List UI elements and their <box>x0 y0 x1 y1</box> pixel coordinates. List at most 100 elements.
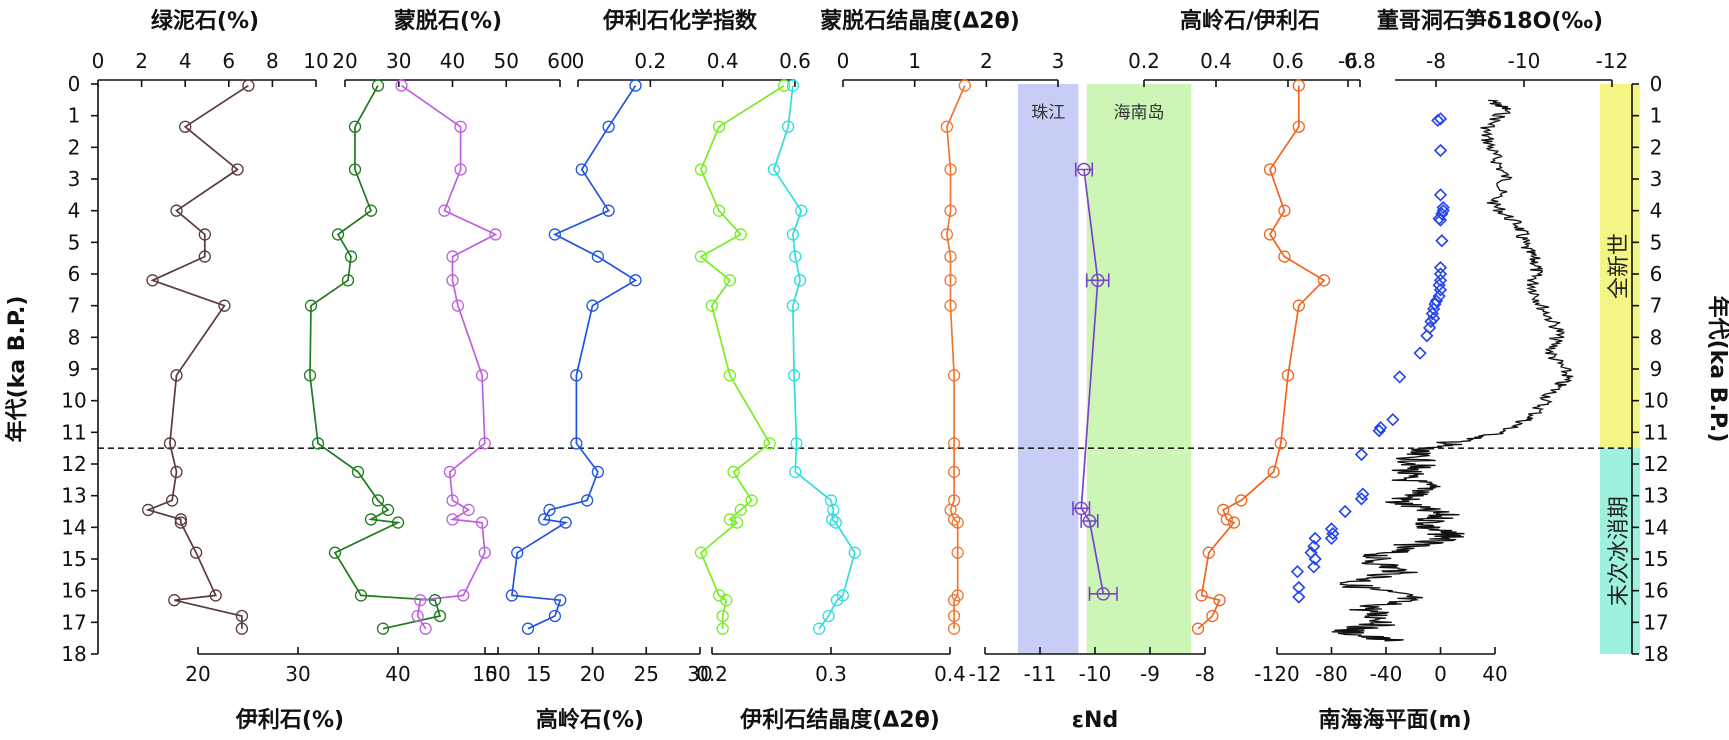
data-point <box>822 609 835 623</box>
x-tick-label: 60 <box>547 49 572 73</box>
data-point <box>694 163 708 176</box>
data-point <box>478 546 491 559</box>
data-point <box>763 437 776 450</box>
data-point <box>303 369 317 382</box>
age-axis-title-left: 年代(ka B.P.) <box>4 296 30 443</box>
x-tick-label: -12 <box>1596 49 1629 73</box>
age-tick-label: 3 <box>68 167 81 191</box>
x-tick-label: 0 <box>92 49 105 73</box>
x-tick-label: 2 <box>980 49 993 73</box>
x-tick-label: 15 <box>526 662 551 686</box>
x-tick-label: 20 <box>332 49 357 73</box>
data-point <box>947 622 961 635</box>
x-tick-label: 0.8 <box>1344 49 1376 73</box>
age-tick-label: 11 <box>61 420 86 444</box>
sea-level-point <box>1420 329 1434 343</box>
x-tick-label: 10 <box>472 662 497 686</box>
sea-level-point <box>1427 302 1441 316</box>
sea-level-point <box>1292 590 1306 604</box>
series-line <box>400 84 498 630</box>
x-tick-label: 0 <box>572 49 585 73</box>
data-point <box>947 594 961 607</box>
provenance-band <box>1018 84 1079 654</box>
sea-level-point <box>1435 207 1449 221</box>
series-line <box>1197 85 1326 630</box>
data-point <box>570 437 583 450</box>
data-point <box>730 516 744 529</box>
data-point <box>174 516 187 529</box>
data-point <box>354 589 368 602</box>
x-tick-label: 30 <box>386 49 411 73</box>
sea-level-point <box>1424 314 1438 329</box>
data-point <box>1213 594 1226 607</box>
age-tick-label: 7 <box>68 294 81 318</box>
data-point <box>951 516 964 529</box>
data-point <box>381 503 395 517</box>
data-point <box>446 494 459 507</box>
bottom-axis-title: εNd <box>1072 708 1118 733</box>
bottom-axis-title: 伊利石结晶度(Δ2θ) <box>739 707 940 733</box>
age-tick-label: 8 <box>1650 325 1663 349</box>
data-point <box>433 609 447 623</box>
data-point <box>591 250 605 263</box>
data-point <box>570 369 583 382</box>
top-axis-title: 蒙脱石(%) <box>394 9 502 34</box>
x-tick-label: 50 <box>494 49 519 73</box>
age-tick-label: 4 <box>68 199 81 223</box>
sea-level-point <box>1292 580 1306 595</box>
sea-level-point <box>1433 267 1448 281</box>
series-line <box>510 85 638 630</box>
sea-level-point <box>1326 527 1340 541</box>
data-point <box>341 274 355 287</box>
data-point <box>789 465 802 479</box>
data-point <box>826 513 839 526</box>
speleothem-line <box>1331 99 1574 642</box>
provenance-band-label: 珠江 <box>1031 103 1065 123</box>
data-point <box>1096 587 1110 601</box>
age-tick-label: 2 <box>1650 135 1663 159</box>
data-point <box>348 120 362 133</box>
sea-level-point <box>1356 487 1370 501</box>
data-point <box>827 503 840 517</box>
sea-level-point <box>1308 552 1322 566</box>
data-point <box>745 494 758 507</box>
sea-level-point <box>1354 492 1369 506</box>
data-point <box>1292 120 1305 133</box>
sea-level-point <box>1373 420 1388 435</box>
age-tick-label: 1 <box>68 104 81 128</box>
x-tick-label: 40 <box>385 662 410 686</box>
series-line <box>145 84 249 629</box>
data-point <box>548 228 562 241</box>
sea-level-point <box>1435 234 1449 248</box>
age-tick-label: 4 <box>1650 199 1663 223</box>
data-point <box>170 369 183 382</box>
data-point <box>443 465 456 479</box>
x-tick-label: 20 <box>185 662 210 686</box>
data-point <box>231 163 244 176</box>
data-point <box>829 516 842 529</box>
age-tick-label: 16 <box>1643 579 1668 603</box>
data-point <box>559 516 572 529</box>
data-point <box>1077 162 1091 177</box>
sea-level-point <box>1433 188 1448 202</box>
x-tick-label: -8 <box>1195 662 1215 686</box>
age-tick-label: 13 <box>1643 484 1668 508</box>
sea-level-point <box>1338 504 1352 519</box>
data-point <box>591 465 605 479</box>
sea-level-point <box>1425 306 1439 321</box>
data-point <box>1263 163 1277 176</box>
x-tick-label: 50 <box>485 662 510 686</box>
data-point <box>146 274 159 287</box>
data-point <box>446 250 459 263</box>
x-tick-label: 0.2 <box>1128 49 1160 73</box>
age-tick-label: 2 <box>68 135 81 159</box>
data-point <box>575 163 588 176</box>
data-point <box>824 494 838 507</box>
x-tick-label: -11 <box>1024 662 1057 686</box>
data-point <box>371 494 385 507</box>
data-point <box>462 503 475 517</box>
data-point <box>454 163 467 176</box>
top-axis-title: 蒙脱石结晶度(Δ2θ) <box>820 8 1020 34</box>
data-point <box>947 513 961 526</box>
